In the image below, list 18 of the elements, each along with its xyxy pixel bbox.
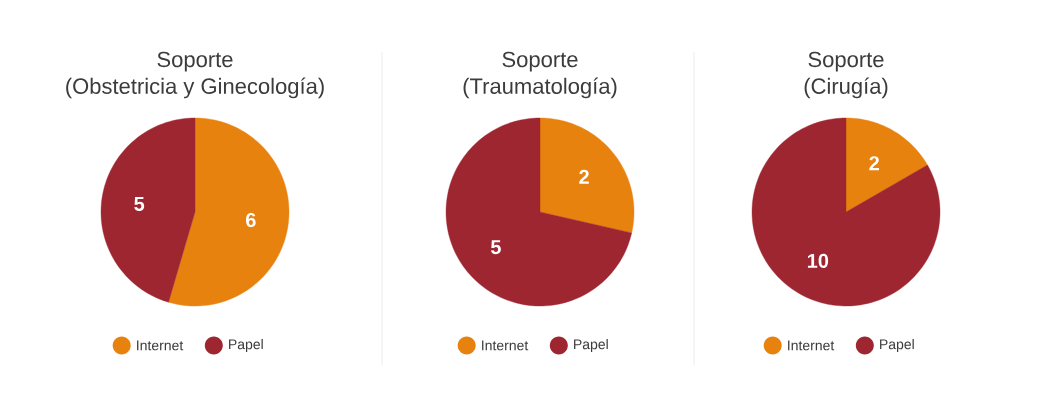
chart-subtitle: (Cirugía) bbox=[804, 77, 888, 99]
legend-label: Internet bbox=[482, 340, 529, 351]
data-label: 10 bbox=[807, 253, 829, 268]
legend-label: Internet bbox=[788, 340, 835, 351]
data-label: 5 bbox=[490, 240, 501, 255]
chart-title: Soporte bbox=[502, 51, 578, 72]
data-label: 2 bbox=[869, 156, 879, 171]
chart-subtitle: (Obstetricia y Ginecología) bbox=[66, 77, 324, 99]
data-label: 6 bbox=[246, 212, 256, 228]
data-label: 5 bbox=[134, 196, 145, 211]
legend-label: Papel bbox=[880, 338, 914, 352]
chart-title: Soporte bbox=[808, 51, 884, 72]
legend-label: Papel bbox=[574, 338, 608, 352]
legend-label: Papel bbox=[229, 338, 263, 352]
chart-subtitle: (Traumatología) bbox=[463, 77, 617, 99]
data-label: 2 bbox=[579, 169, 589, 184]
chart-title: Soporte bbox=[157, 51, 233, 72]
legend-label: Internet bbox=[137, 340, 184, 351]
